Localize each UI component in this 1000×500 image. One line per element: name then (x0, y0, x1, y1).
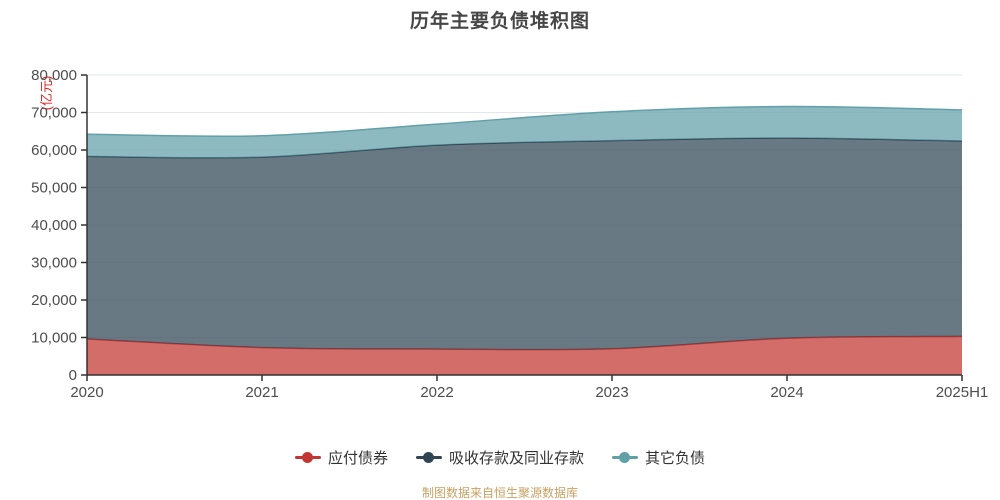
y-tick-label: 80,000 (31, 67, 77, 84)
data-source-caption: 制图数据来自恒生聚源数据库 (421, 486, 578, 500)
legend-line-dot-icon (294, 451, 321, 464)
stacked-area-chart: 0 10,000 20,000 30,000 40,000 50,000 60,000 70,… (31, 67, 989, 401)
legend-item-1[interactable]: 吸收存款及同业存款 (415, 447, 584, 468)
y-tick-label: 20,000 (31, 292, 77, 309)
y-tick-label: 30,000 (31, 255, 77, 272)
legend-label: 吸收存款及同业存款 (448, 450, 584, 467)
y-tick-label: 70,000 (31, 105, 77, 122)
area-series-2 (87, 106, 962, 158)
x-tick-label: 2025H1 (936, 384, 989, 401)
legend-item-0[interactable]: 应付债券 (294, 447, 388, 468)
area-series-0 (87, 336, 962, 375)
y-tick-label: 60,000 (31, 142, 77, 159)
y-tick-label: 50,000 (31, 180, 77, 197)
legend-label: 应付债券 (327, 450, 388, 467)
x-tick-label: 2023 (595, 384, 628, 401)
x-tick-label: 2021 (245, 384, 278, 401)
x-tick-label: 2022 (420, 384, 453, 401)
legend-label: 其它负债 (645, 450, 706, 467)
y-tick-label: 40,000 (31, 217, 77, 234)
chart-title: 历年主要负债堆积图 (409, 11, 590, 32)
legend-item-2[interactable]: 其它负债 (612, 447, 705, 468)
legend-line-dot-icon (612, 451, 638, 464)
area-series-1 (87, 137, 962, 350)
x-tick-label: 2020 (70, 384, 103, 401)
line-series-2 (86, 105, 963, 138)
y-tick-label: 10,000 (31, 330, 77, 347)
legend-line-dot-icon (415, 451, 442, 464)
x-tick-label: 2024 (770, 384, 803, 401)
legend: 应付债券 吸收存款及同业存款 其它负债 (0, 447, 1000, 468)
y-tick-label: 0 (69, 367, 77, 384)
